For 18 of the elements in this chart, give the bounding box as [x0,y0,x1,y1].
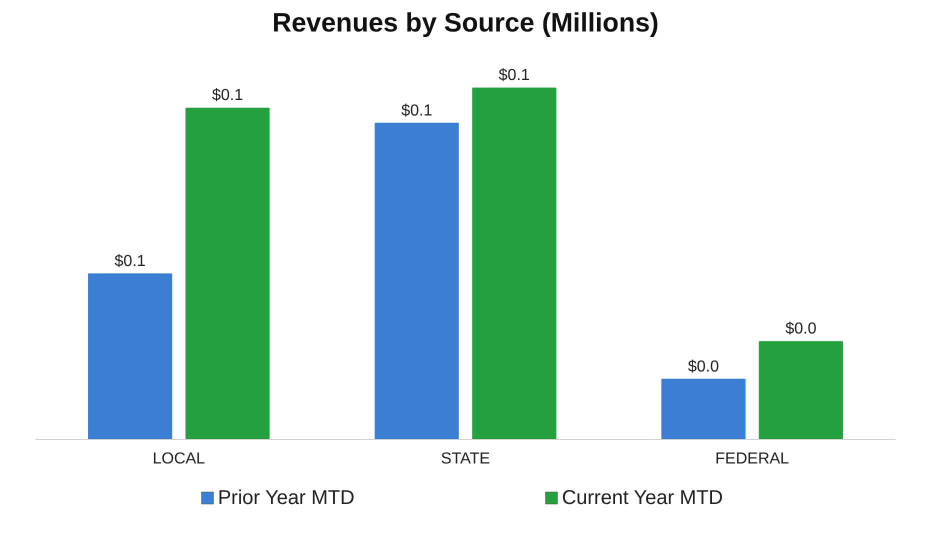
x-tick-label: LOCAL [152,450,206,468]
chart-title: Revenues by Source (Millions) [272,8,659,38]
legend-label: Prior Year MTD [218,487,355,509]
x-tick-label: FEDERAL [715,450,790,468]
data-label: $0.1 [401,102,432,120]
bar [472,88,556,440]
data-label: $0.1 [212,87,244,104]
x-tick-label: STATE [440,450,490,468]
data-label: $0.1 [114,252,146,270]
bar [374,122,459,440]
bar [661,378,746,440]
data-label: $0.0 [785,320,817,338]
legend-label: Current Year MTD [562,487,723,509]
data-label: $0.0 [688,358,720,376]
bar [186,108,270,440]
data-label: $0.1 [498,67,530,84]
bar [758,341,843,440]
bar [88,273,172,440]
